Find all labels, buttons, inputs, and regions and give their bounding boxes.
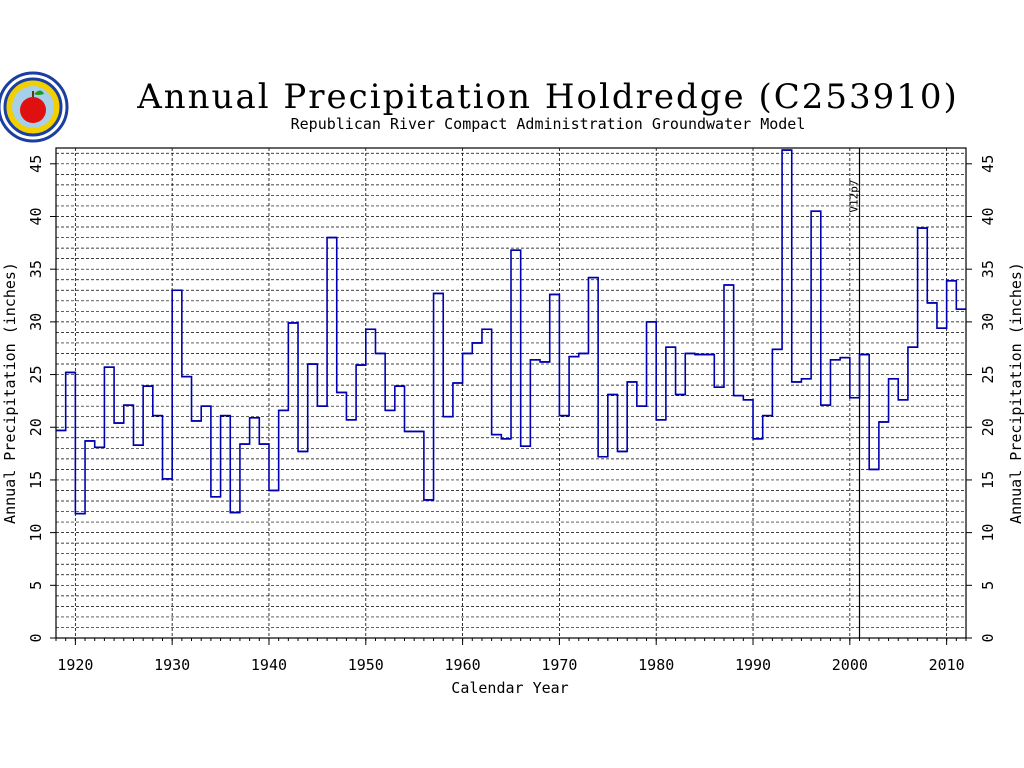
- y-tick-label-left: 5: [27, 581, 45, 590]
- x-tick-label: 2000: [832, 656, 868, 674]
- y-tick-label-right: 35: [979, 260, 997, 278]
- axis-ticks: 1920 1930 1940 1950 1960 1970 1980 1990 2000 2010…: [27, 155, 997, 674]
- x-tick-label: 1920: [57, 656, 93, 674]
- chart-subtitle: Republican River Compact Administration …: [291, 115, 806, 133]
- x-tick-label: 1930: [154, 656, 190, 674]
- y-tick-label-left: 0: [27, 633, 45, 642]
- y-tick-label-right: 5: [979, 581, 997, 590]
- x-tick-label: 1990: [735, 656, 771, 674]
- chart-title: Annual Precipitation Holdredge (C253910): [136, 77, 959, 117]
- x-tick-label: 2010: [929, 656, 965, 674]
- y-tick-label-right: 40: [979, 207, 997, 225]
- y-tick-label-left: 30: [27, 313, 45, 331]
- annotation-label: V12p7: [848, 179, 861, 212]
- x-tick-label: 1980: [638, 656, 674, 674]
- y-tick-label-left: 10: [27, 524, 45, 542]
- y-tick-label-left: 40: [27, 207, 45, 225]
- x-tick-label: 1970: [541, 656, 577, 674]
- y-tick-label-right: 30: [979, 313, 997, 331]
- x-tick-label: 1960: [445, 656, 481, 674]
- y-tick-label-right: 45: [979, 155, 997, 173]
- y-tick-label-left: 35: [27, 260, 45, 278]
- apple-icon: [20, 97, 46, 123]
- x-tick-label: 1940: [251, 656, 287, 674]
- logo-seal: [0, 71, 69, 143]
- y-tick-label-right: 15: [979, 471, 997, 489]
- y-tick-label-right: 10: [979, 524, 997, 542]
- y-tick-label-right: 20: [979, 418, 997, 436]
- y-tick-label-right: 25: [979, 366, 997, 384]
- y-tick-label-left: 20: [27, 418, 45, 436]
- y-tick-label-right: 0: [979, 633, 997, 642]
- y-axis-label-right: Annual Precipitation (inches): [1007, 262, 1024, 524]
- plot-frame: [55, 147, 967, 639]
- y-tick-label-left: 25: [27, 366, 45, 384]
- data-series: [56, 149, 966, 515]
- x-axis-label: Calendar Year: [451, 679, 568, 697]
- x-tick-label: 1950: [348, 656, 384, 674]
- y-tick-label-left: 15: [27, 471, 45, 489]
- y-axis-label-left: Annual Precipitation (inches): [1, 262, 19, 524]
- y-tick-label-left: 45: [27, 155, 45, 173]
